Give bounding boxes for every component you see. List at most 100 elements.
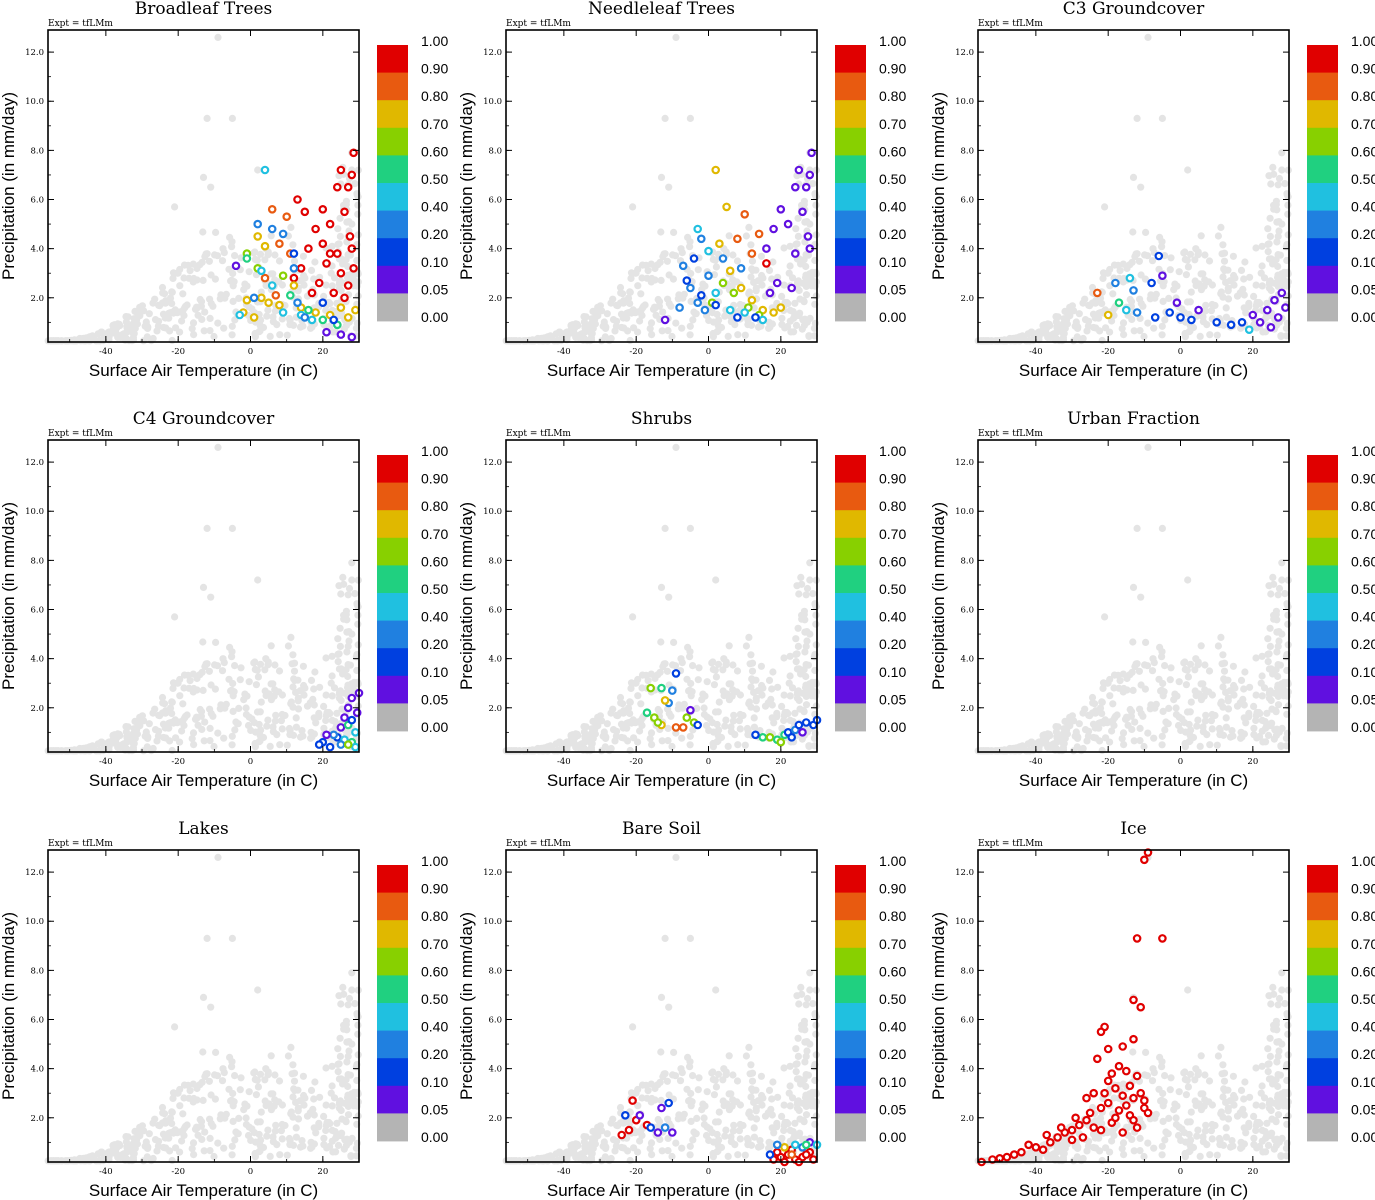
- data-point: [257, 266, 266, 276]
- background-point: [1201, 661, 1209, 669]
- background-point: [573, 1140, 581, 1148]
- background-point: [785, 679, 793, 687]
- background-point: [778, 314, 786, 322]
- data-point: [314, 740, 324, 749]
- background-point: [708, 1069, 716, 1077]
- background-point: [675, 291, 683, 299]
- data-point: [260, 241, 270, 251]
- background-point: [1144, 33, 1152, 42]
- background-point: [196, 705, 204, 714]
- background-point: [339, 573, 347, 582]
- background-point: [1136, 295, 1144, 303]
- background-point: [678, 659, 686, 667]
- background-point: [255, 720, 263, 729]
- background-point: [617, 720, 626, 728]
- background-point: [721, 722, 729, 730]
- background-point: [180, 1131, 188, 1140]
- x-tick-label: 20: [317, 1167, 328, 1177]
- colorbar-swatch: [1307, 238, 1338, 267]
- y-axis-label: Precipitation (in mm/day): [929, 92, 948, 280]
- background-point: [802, 251, 810, 259]
- data-point: [318, 239, 328, 249]
- background-point: [214, 319, 222, 327]
- background-point: [786, 242, 794, 250]
- background-point: [179, 700, 187, 708]
- data-point: [787, 1150, 797, 1159]
- background-point: [1219, 241, 1227, 249]
- background-point: [664, 1115, 672, 1123]
- background-point: [711, 1118, 720, 1126]
- background-point: [334, 1068, 342, 1076]
- data-point: [686, 283, 695, 293]
- background-point: [267, 232, 275, 240]
- background-point: [627, 679, 636, 687]
- background-point: [642, 671, 650, 679]
- data-point: [751, 730, 760, 740]
- colorbar-label: 1.00: [1351, 443, 1375, 459]
- colorbar-swatch: [835, 265, 866, 294]
- x-axis-label: Surface Air Temperature (in C): [547, 361, 776, 380]
- background-point: [253, 1118, 262, 1126]
- background-point: [1172, 704, 1180, 712]
- y-tick-label: 10.0: [25, 97, 44, 107]
- background-point: [348, 576, 356, 584]
- data-point: [1194, 305, 1203, 315]
- background-point: [702, 1131, 711, 1140]
- background-point: [1183, 708, 1192, 716]
- colorbar-label: 0.90: [421, 881, 448, 897]
- data-point: [678, 723, 688, 732]
- background-point: [343, 1058, 351, 1066]
- panel-title: Lakes: [178, 819, 229, 839]
- data-point: [686, 705, 695, 715]
- background-point: [587, 322, 595, 330]
- colorbar-swatch: [835, 620, 866, 649]
- background-point: [276, 331, 284, 339]
- background-point: [589, 307, 597, 315]
- background-point: [264, 1126, 272, 1134]
- background-point: [322, 716, 330, 725]
- background-point: [133, 1135, 141, 1143]
- background-point: [1119, 278, 1127, 286]
- background-point: [1158, 114, 1166, 122]
- background-point: [794, 1097, 803, 1105]
- background-point: [596, 1122, 605, 1130]
- data-point: [1150, 313, 1160, 322]
- background-point: [761, 702, 770, 710]
- background-point: [596, 302, 605, 310]
- x-tick-label: -40: [99, 757, 113, 767]
- background-point: [176, 1085, 184, 1094]
- background-point: [184, 261, 192, 269]
- data-point: [798, 207, 807, 217]
- x-tick-label: 0: [248, 757, 253, 767]
- colorbar-label: 0.00: [421, 309, 448, 325]
- background-point: [802, 1111, 811, 1119]
- y-tick-label: 2.0: [30, 294, 44, 304]
- background-point: [634, 675, 642, 684]
- background-point: [672, 33, 680, 42]
- background-point: [754, 277, 762, 285]
- background-point: [89, 334, 97, 342]
- background-point: [642, 1081, 650, 1089]
- background-point: [611, 737, 619, 745]
- background-point: [1119, 688, 1127, 696]
- data-point: [345, 232, 355, 241]
- background-point: [151, 316, 160, 324]
- background-point: [678, 324, 686, 332]
- background-point: [217, 1111, 225, 1119]
- background-point: [686, 1151, 694, 1159]
- background-point: [322, 281, 330, 289]
- background-point: [283, 331, 291, 339]
- background-point: [1205, 257, 1214, 265]
- background-point: [747, 703, 755, 711]
- data-point: [282, 212, 292, 222]
- background-point: [573, 730, 581, 738]
- background-point: [686, 238, 694, 246]
- background-point: [630, 324, 638, 332]
- background-point: [131, 1127, 139, 1135]
- background-point: [678, 249, 686, 257]
- background-point: [660, 250, 668, 258]
- background-point: [1275, 218, 1283, 226]
